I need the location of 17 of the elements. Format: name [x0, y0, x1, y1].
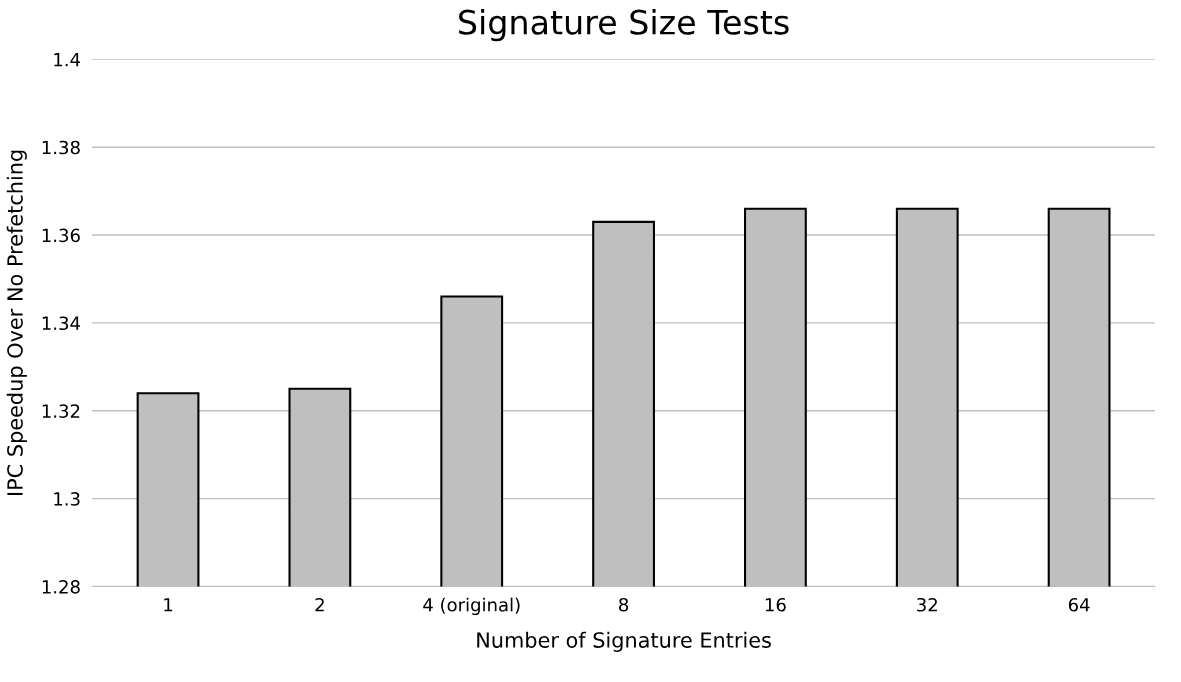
y-tick-label: 1.4	[54, 53, 80, 67]
y-tick-label: 1.3	[54, 492, 80, 506]
y-tick-label: 1.34	[42, 316, 80, 331]
y-axis-title: IPC Speedup Over No Prefetching	[6, 150, 27, 495]
y-tick-label: 1.28	[42, 579, 80, 594]
x-tick-label: 4 (original)	[423, 597, 520, 616]
x-axis-title: Number of Signature Entries	[477, 631, 771, 652]
y-tick-label: 1.38	[42, 140, 80, 155]
x-tick-label: 1	[164, 598, 173, 612]
x-tick-label: 64	[1068, 597, 1090, 612]
x-tick-label: 8	[619, 597, 629, 612]
x-tick-label: 16	[765, 597, 786, 612]
x-tick-label: 2	[315, 597, 324, 612]
chart-title: Signature Size Tests	[459, 9, 789, 42]
x-tick-label: 32	[917, 597, 937, 612]
y-tick-label: 1.32	[42, 404, 80, 418]
y-tick-label: 1.36	[42, 228, 80, 243]
